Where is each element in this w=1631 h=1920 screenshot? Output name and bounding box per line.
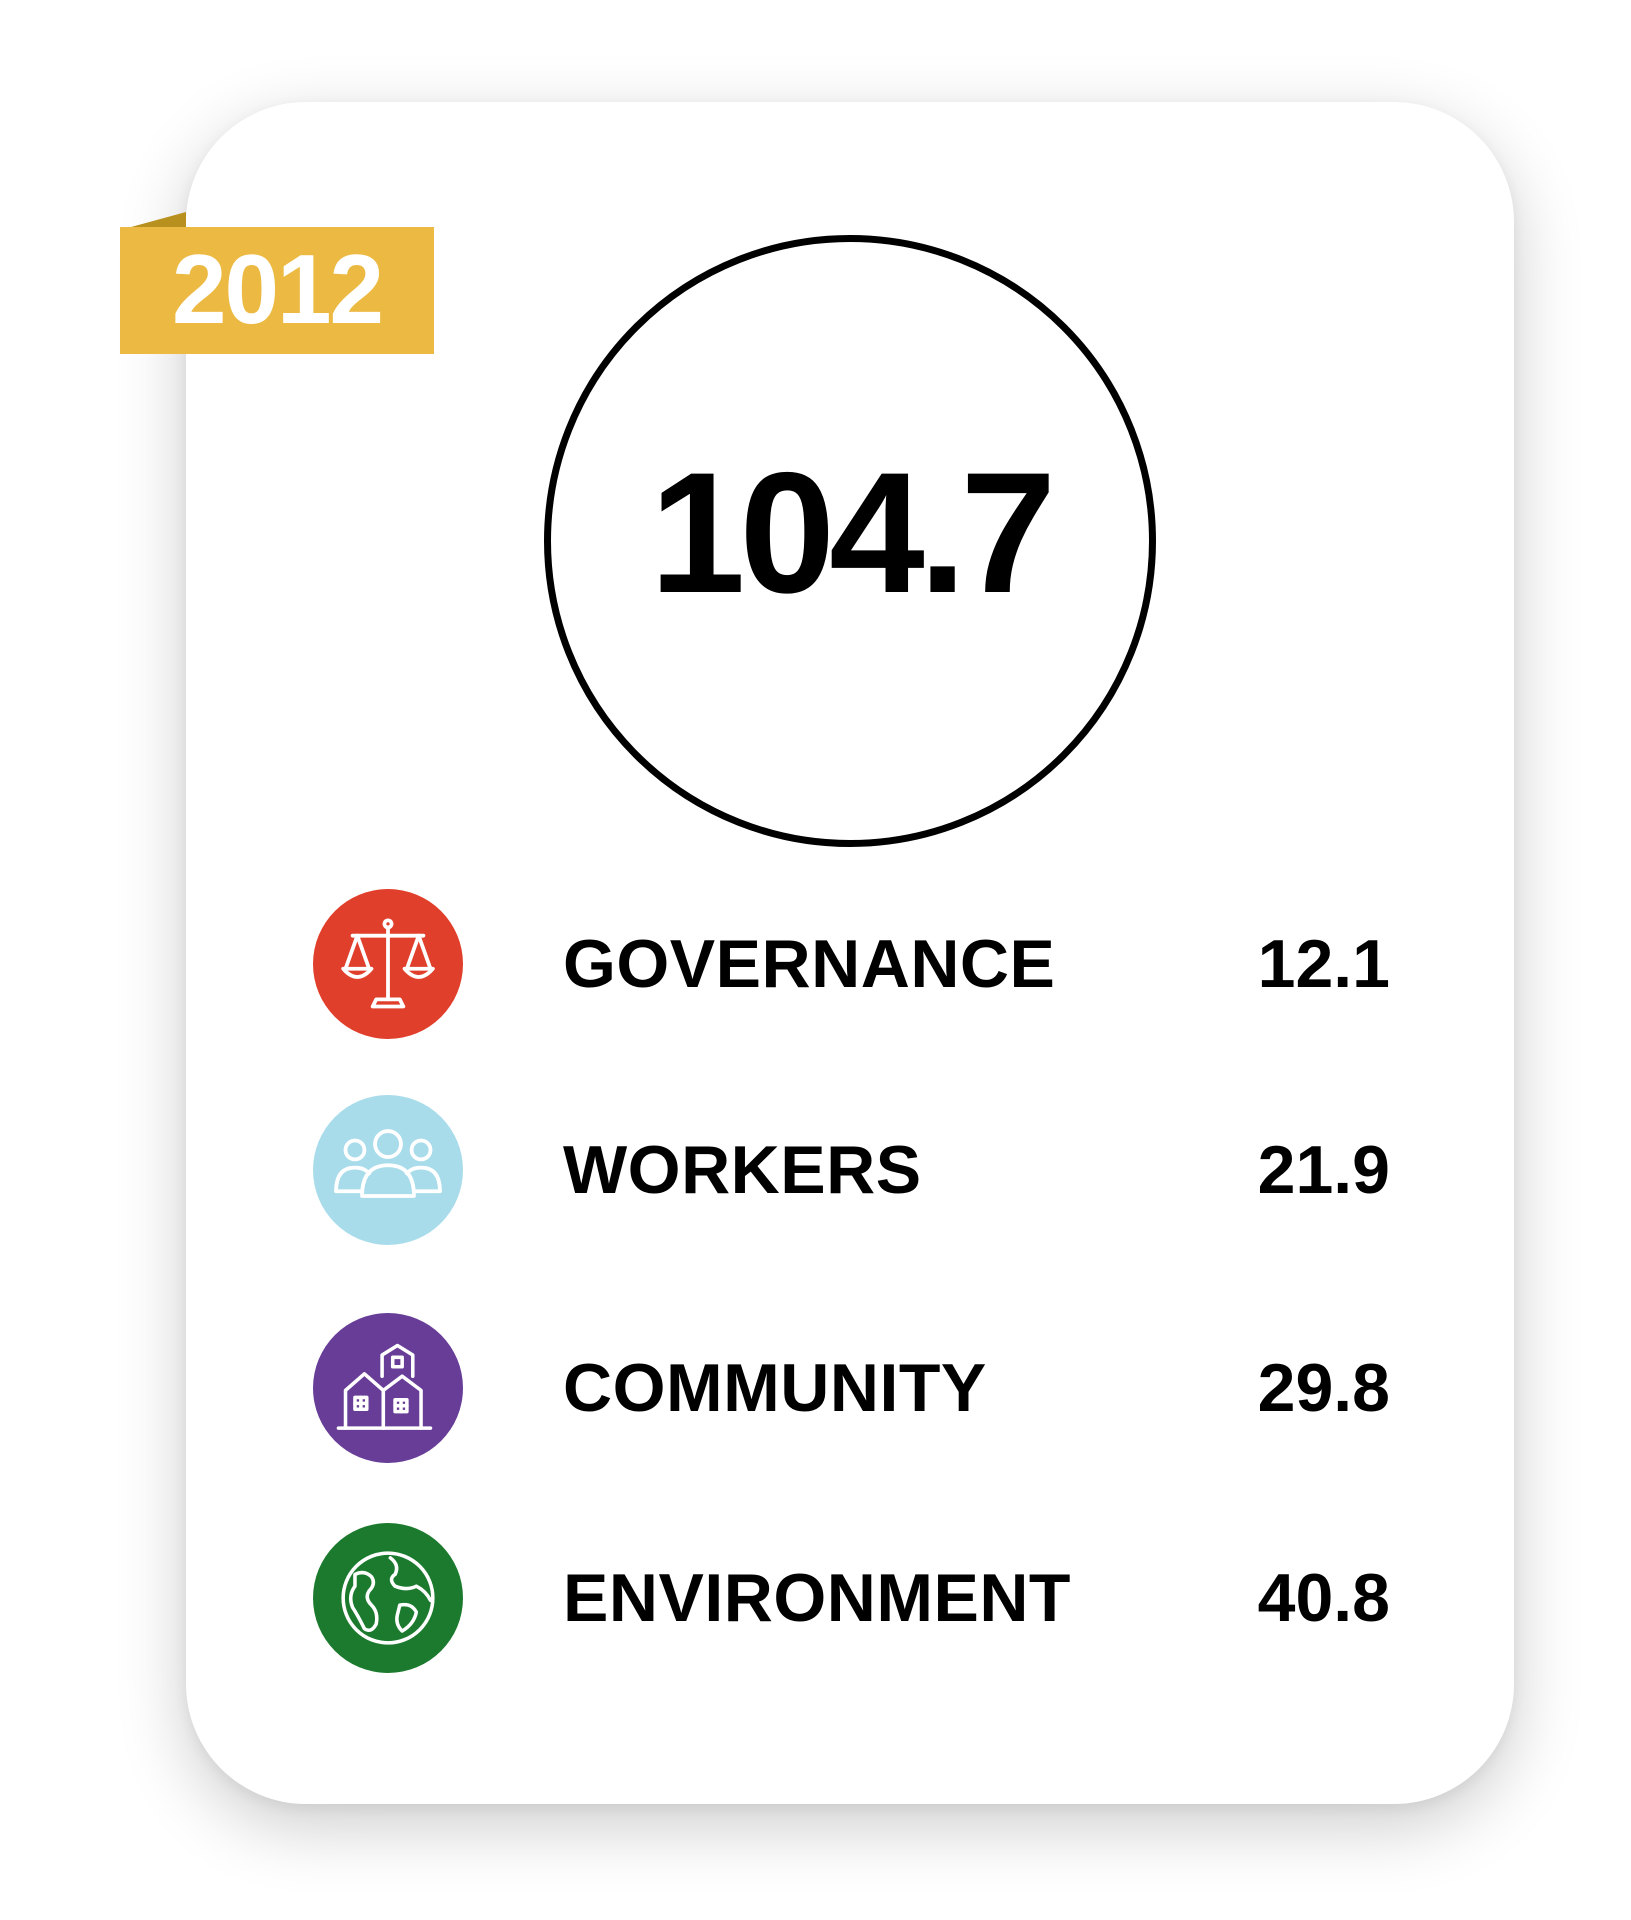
globe-icon: [313, 1523, 463, 1673]
category-row-community: COMMUNITY 29.8: [310, 1313, 1390, 1463]
year-ribbon: 2012: [120, 227, 434, 354]
category-label: ENVIRONMENT: [563, 1560, 1071, 1636]
category-value: 40.8: [1257, 1560, 1390, 1636]
category-value: 12.1: [1257, 926, 1390, 1002]
category-row-environment: ENVIRONMENT 40.8: [310, 1523, 1390, 1673]
category-value: 29.8: [1257, 1350, 1390, 1426]
category-label: WORKERS: [563, 1132, 922, 1208]
category-value: 21.9: [1257, 1132, 1390, 1208]
total-score-circle: 104.7: [544, 235, 1156, 847]
scales-of-justice-icon: [313, 889, 463, 1039]
people-group-icon: [313, 1095, 463, 1245]
category-row-governance: GOVERNANCE 12.1: [310, 889, 1390, 1039]
year-label: 2012: [171, 233, 384, 344]
total-score-value: 104.7: [649, 437, 1056, 629]
buildings-icon: [313, 1313, 463, 1463]
category-row-workers: WORKERS 21.9: [310, 1095, 1390, 1245]
category-label: GOVERNANCE: [563, 926, 1056, 1002]
category-label: COMMUNITY: [563, 1350, 987, 1426]
